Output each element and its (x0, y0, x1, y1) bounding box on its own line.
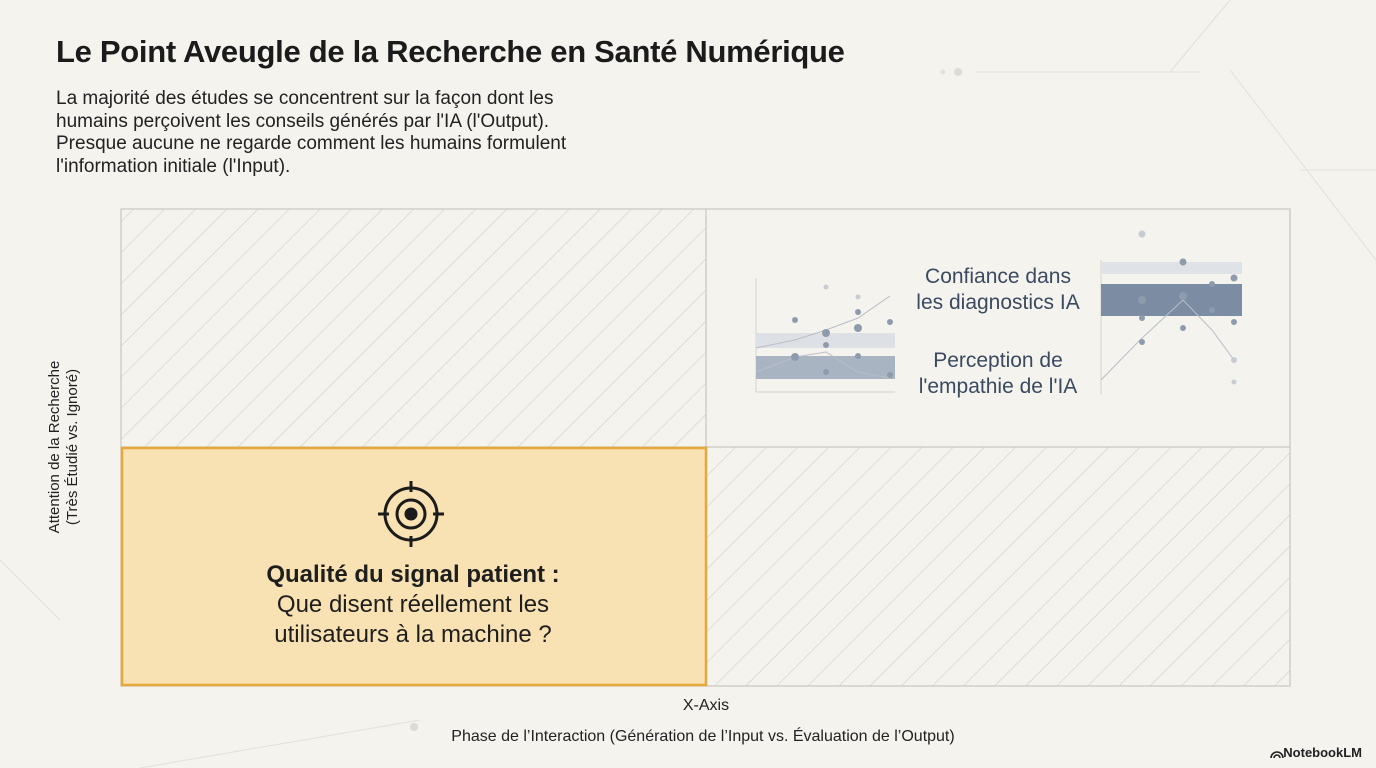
quadrant-label-line: les diagnostics IA (916, 291, 1080, 314)
brand: NotebookLM (1283, 745, 1362, 760)
highlight-heading: Qualité du signal patient : (266, 561, 560, 588)
quadrant-top-left (121, 209, 706, 447)
y-axis-label-line: (Très Étudié vs. Ignoré) (64, 368, 81, 526)
highlight-body-line: utilisateurs à la machine ? (274, 621, 552, 648)
quadrant-bottom-right (706, 447, 1290, 686)
x-axis-label: Phase de l’Interaction (Génération de l’… (451, 728, 955, 745)
mini-chart-left (755, 278, 895, 393)
subtitle: La majorité des études se concentrent su… (56, 88, 566, 178)
subtitle-line: l'information initiale (l'Input). (56, 155, 291, 177)
brand-icon (1270, 751, 1284, 759)
subtitle-line: La majorité des études se concentrent su… (56, 88, 554, 109)
quadrant-label: Perception de l'empathie de l'IA (919, 348, 1078, 400)
y-axis-label-line: Attention de la Recherche (46, 360, 63, 534)
subtitle-line: Presque aucune ne regarde comment les hu… (56, 133, 567, 154)
quadrant-label: Confiance dans les diagnostics IA (916, 264, 1079, 316)
quadrant-label-line: l'empathie de l'IA (918, 375, 1078, 398)
title: Le Point Aveugle de la Recherche en Sant… (56, 34, 845, 69)
x-axis-tag: X-Axis (682, 697, 730, 714)
mini-chart-right (1100, 230, 1242, 395)
target-icon (378, 481, 444, 547)
highlight-text: Qualité du signal patient : Que disent r… (266, 560, 559, 650)
y-axis-label: Attention de la Recherche (Très Étudié v… (46, 361, 82, 534)
highlight-body-line: Que disent réellement les (276, 591, 550, 618)
quadrant-label-line: Confiance dans (925, 265, 1071, 288)
subtitle-line: humains perçoivent les conseils générés … (56, 110, 550, 132)
quadrant-label-line: Perception de (933, 349, 1063, 372)
